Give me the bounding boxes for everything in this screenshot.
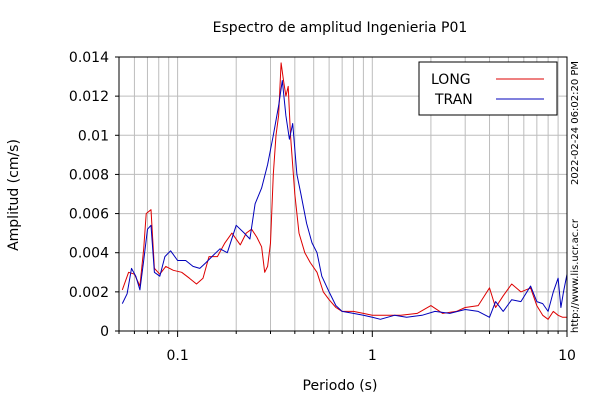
y-tick-label: 0.006 [69,207,109,223]
timestamp-label: 2022-02-24 06:02:20 PM [570,60,581,185]
y-tick-label: 0.008 [69,167,109,183]
series-lines [121,62,568,320]
y-tick-label: 0 [100,324,109,340]
x-axis-label: Periodo (s) [303,378,378,394]
x-tick-label: 0.1 [166,348,188,364]
axis-ticks: 0 0.002 0.004 0.006 0.008 0.01 0.012 0.014 0.1 1 1… [69,50,576,364]
x-tick-label: 1 [368,348,377,364]
y-tick-label: 0.002 [69,285,109,301]
chart-title: Espectro de amplitud Ingenieria P01 [213,20,468,36]
y-axis-label: Amplitud (cm/s) [6,139,22,251]
legend-box [418,61,558,116]
y-tick-label: 0.004 [69,246,109,262]
source-url-label: http://www.lis.ucr.ac.cr [570,219,581,333]
legend-label-long: LONG [431,72,471,88]
legend-label-tran: TRAN [434,92,473,108]
y-tick-label: 0.014 [69,50,109,66]
plot-frame [118,56,568,332]
legend: LONG TRAN [418,61,558,116]
series-line-tran [121,80,568,320]
y-tick-label: 0.012 [69,89,109,105]
x-tick-label: 10 [558,348,576,364]
y-tick-label: 0.01 [78,128,109,144]
